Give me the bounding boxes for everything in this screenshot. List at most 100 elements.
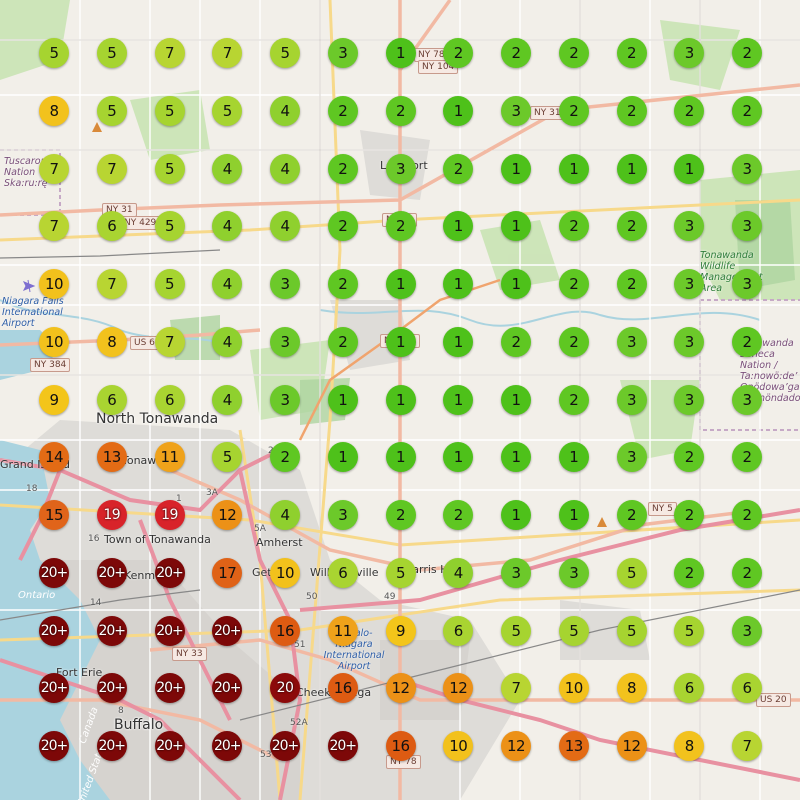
count-marker[interactable]: 2 bbox=[443, 153, 474, 184]
count-marker[interactable]: 8 bbox=[616, 673, 647, 704]
count-marker[interactable]: 5 bbox=[616, 557, 647, 588]
count-marker[interactable]: 1 bbox=[443, 211, 474, 242]
count-marker[interactable]: 20+ bbox=[96, 731, 127, 761]
count-marker[interactable]: 2 bbox=[270, 442, 300, 473]
count-marker[interactable]: 1 bbox=[385, 442, 416, 473]
count-marker[interactable]: 5 bbox=[674, 615, 705, 646]
count-marker[interactable]: 6 bbox=[674, 673, 705, 704]
count-marker[interactable]: 20+ bbox=[39, 615, 69, 646]
count-marker[interactable]: 20+ bbox=[96, 557, 127, 588]
count-marker[interactable]: 2 bbox=[327, 269, 358, 299]
count-marker[interactable]: 1 bbox=[558, 153, 589, 184]
count-marker[interactable]: 2 bbox=[327, 326, 358, 357]
count-marker[interactable]: 2 bbox=[443, 500, 474, 530]
count-marker[interactable]: 2 bbox=[385, 211, 416, 242]
count-marker[interactable]: 1 bbox=[443, 269, 474, 299]
count-marker[interactable]: 5 bbox=[154, 95, 185, 126]
count-marker[interactable]: 20+ bbox=[212, 615, 243, 646]
count-marker[interactable]: 4 bbox=[270, 211, 300, 242]
count-marker[interactable]: 20+ bbox=[154, 731, 185, 761]
count-marker[interactable]: 1 bbox=[327, 384, 358, 415]
count-marker[interactable]: 2 bbox=[732, 95, 762, 126]
count-marker[interactable]: 2 bbox=[674, 500, 705, 530]
count-marker[interactable]: 3 bbox=[385, 153, 416, 184]
count-marker[interactable]: 7 bbox=[154, 38, 185, 68]
count-marker[interactable]: 5 bbox=[154, 211, 185, 242]
count-marker[interactable]: 2 bbox=[732, 557, 762, 588]
count-marker[interactable]: 4 bbox=[270, 500, 300, 530]
count-marker[interactable]: 7 bbox=[96, 153, 127, 184]
count-marker[interactable]: 7 bbox=[96, 269, 127, 299]
count-marker[interactable]: 11 bbox=[154, 442, 185, 473]
count-marker[interactable]: 1 bbox=[616, 153, 647, 184]
count-marker[interactable]: 2 bbox=[327, 153, 358, 184]
count-marker[interactable]: 20+ bbox=[212, 731, 243, 761]
count-marker[interactable]: 3 bbox=[674, 384, 705, 415]
count-marker[interactable]: 1 bbox=[385, 38, 416, 68]
count-marker[interactable]: 13 bbox=[96, 442, 127, 473]
count-marker[interactable]: 1 bbox=[443, 442, 474, 473]
count-marker[interactable]: 1 bbox=[501, 500, 531, 530]
count-marker[interactable]: 3 bbox=[732, 211, 762, 242]
count-marker[interactable]: 3 bbox=[501, 95, 531, 126]
count-marker[interactable]: 8 bbox=[96, 326, 127, 357]
count-marker[interactable]: 19 bbox=[154, 500, 185, 530]
count-marker[interactable]: 2 bbox=[558, 384, 589, 415]
count-marker[interactable]: 1 bbox=[385, 269, 416, 299]
count-marker[interactable]: 12 bbox=[616, 731, 647, 761]
count-marker[interactable]: 12 bbox=[501, 731, 531, 761]
count-marker[interactable]: 4 bbox=[212, 384, 243, 415]
count-marker[interactable]: 2 bbox=[443, 38, 474, 68]
count-marker[interactable]: 4 bbox=[212, 269, 243, 299]
count-marker[interactable]: 2 bbox=[558, 95, 589, 126]
count-marker[interactable]: 10 bbox=[270, 557, 300, 588]
count-marker[interactable]: 4 bbox=[270, 95, 300, 126]
count-marker[interactable]: 3 bbox=[674, 211, 705, 242]
count-marker[interactable]: 1 bbox=[558, 500, 589, 530]
count-marker[interactable]: 3 bbox=[674, 38, 705, 68]
count-marker[interactable]: 1 bbox=[501, 211, 531, 242]
count-marker[interactable]: 2 bbox=[385, 500, 416, 530]
count-marker[interactable]: 7 bbox=[501, 673, 531, 704]
count-marker[interactable]: 2 bbox=[558, 326, 589, 357]
count-marker[interactable]: 20+ bbox=[154, 673, 185, 704]
count-marker[interactable]: 5 bbox=[154, 153, 185, 184]
count-marker[interactable]: 7 bbox=[732, 731, 762, 761]
count-marker[interactable]: 2 bbox=[558, 211, 589, 242]
count-marker[interactable]: 5 bbox=[154, 269, 185, 299]
count-marker[interactable]: 2 bbox=[674, 442, 705, 473]
count-marker[interactable]: 3 bbox=[732, 384, 762, 415]
count-marker[interactable]: 2 bbox=[616, 95, 647, 126]
count-marker[interactable]: 6 bbox=[327, 557, 358, 588]
count-marker[interactable]: 20+ bbox=[327, 731, 358, 761]
count-marker[interactable]: 5 bbox=[39, 38, 69, 68]
count-marker[interactable]: 16 bbox=[385, 731, 416, 761]
count-marker[interactable]: 3 bbox=[327, 500, 358, 530]
count-marker[interactable]: 1 bbox=[558, 442, 589, 473]
count-marker[interactable]: 2 bbox=[616, 211, 647, 242]
count-marker[interactable]: 3 bbox=[616, 442, 647, 473]
count-marker[interactable]: 1 bbox=[674, 153, 705, 184]
count-marker[interactable]: 6 bbox=[732, 673, 762, 704]
count-marker[interactable]: 3 bbox=[270, 326, 300, 357]
count-marker[interactable]: 3 bbox=[558, 557, 589, 588]
count-marker[interactable]: 1 bbox=[385, 384, 416, 415]
count-marker[interactable]: 1 bbox=[443, 384, 474, 415]
count-marker[interactable]: 8 bbox=[39, 95, 69, 126]
count-marker[interactable]: 2 bbox=[674, 557, 705, 588]
count-marker[interactable]: 12 bbox=[212, 500, 243, 530]
count-marker[interactable]: 20+ bbox=[212, 673, 243, 704]
count-marker[interactable]: 6 bbox=[443, 615, 474, 646]
count-marker[interactable]: 20+ bbox=[39, 731, 69, 761]
count-marker[interactable]: 5 bbox=[212, 95, 243, 126]
count-marker[interactable]: 20 bbox=[270, 673, 300, 704]
count-marker[interactable]: 10 bbox=[558, 673, 589, 704]
count-marker[interactable]: 1 bbox=[443, 95, 474, 126]
count-marker[interactable]: 1 bbox=[501, 442, 531, 473]
count-marker[interactable]: 1 bbox=[501, 269, 531, 299]
count-marker[interactable]: 2 bbox=[327, 211, 358, 242]
count-marker[interactable]: 2 bbox=[732, 500, 762, 530]
count-marker[interactable]: 6 bbox=[96, 384, 127, 415]
count-marker[interactable]: 5 bbox=[616, 615, 647, 646]
count-marker[interactable]: 3 bbox=[674, 326, 705, 357]
